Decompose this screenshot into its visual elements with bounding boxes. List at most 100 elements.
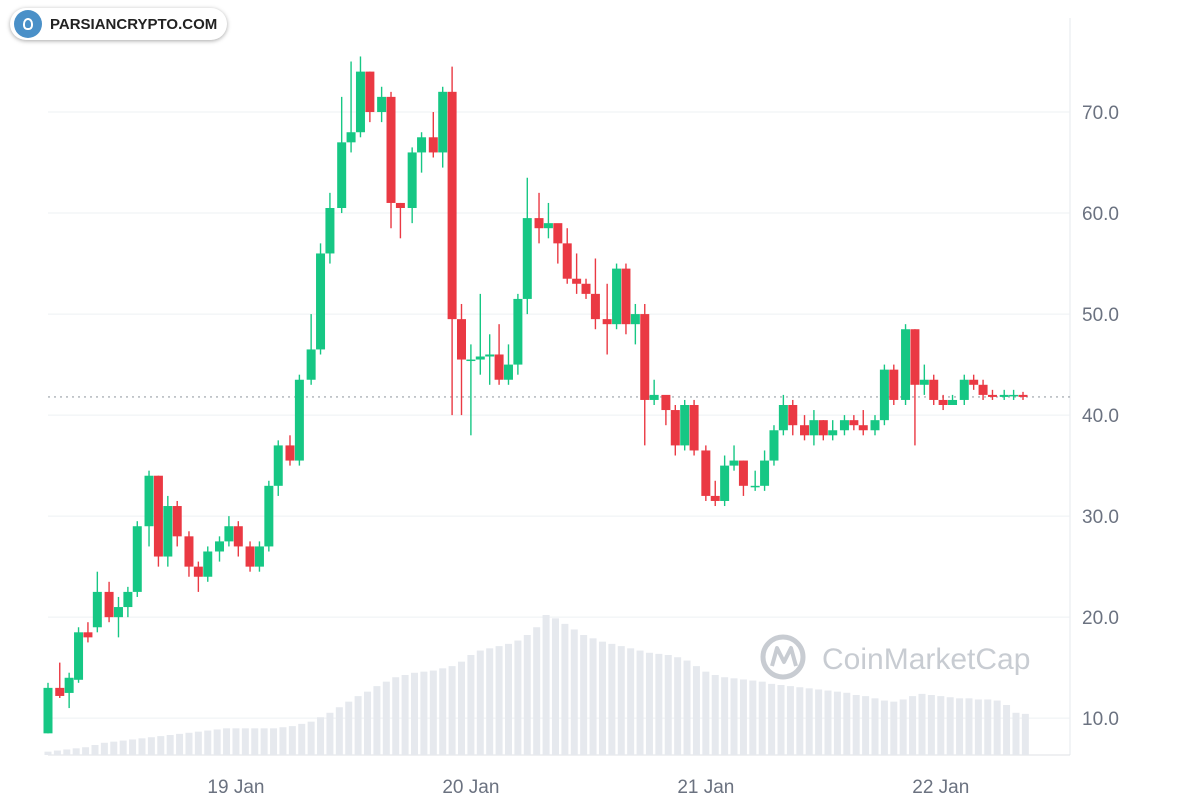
candle — [153, 475, 163, 567]
candle-body — [987, 394, 997, 397]
volume-bar — [523, 635, 531, 755]
candle — [224, 516, 234, 547]
y-tick-label: 30.0 — [1082, 507, 1119, 528]
volume-bar — [326, 712, 334, 755]
volume-bar — [580, 635, 588, 755]
volume-bar — [91, 745, 99, 755]
candle — [203, 546, 213, 582]
volume-bar — [730, 678, 738, 755]
candle — [701, 445, 711, 501]
candle — [809, 410, 819, 446]
candle — [294, 374, 304, 466]
candle-body — [849, 420, 859, 426]
volume-bar — [561, 623, 569, 755]
volume-bar — [232, 728, 240, 755]
coinmarketcap-logo-icon — [760, 634, 806, 680]
candle-body — [778, 405, 788, 431]
candle — [428, 112, 438, 158]
volume-bar — [335, 707, 343, 755]
candle — [661, 394, 671, 426]
candle-body — [738, 460, 748, 486]
candle-body — [485, 354, 495, 357]
volume-bar — [786, 686, 794, 755]
volume-bar — [918, 693, 926, 755]
candle-body — [710, 495, 720, 501]
candle-body — [729, 460, 739, 466]
candle-body — [377, 96, 387, 113]
x-tick-label: 21 Jan — [677, 777, 734, 798]
candle-body — [123, 591, 133, 608]
candle — [729, 445, 739, 471]
volume-bars — [44, 615, 1029, 755]
y-tick-label: 50.0 — [1082, 305, 1119, 326]
candle — [879, 364, 889, 426]
candle-body — [104, 591, 114, 618]
candle — [417, 132, 427, 173]
candle — [602, 283, 612, 355]
candle — [938, 394, 948, 411]
candle-body — [113, 607, 123, 618]
candle-body — [83, 632, 93, 638]
volume-bar — [63, 749, 71, 755]
volume-bar — [890, 701, 898, 755]
candle-body — [630, 314, 640, 325]
volume-bar — [157, 736, 165, 755]
volume-bar — [194, 731, 202, 755]
candle-body — [769, 430, 779, 461]
candle — [163, 495, 173, 567]
volume-bar — [223, 728, 231, 755]
volume-bar — [692, 666, 700, 755]
candle — [346, 61, 356, 153]
volume-bar — [53, 750, 61, 755]
candle — [680, 399, 690, 451]
candle-body — [428, 137, 438, 153]
candle-body — [264, 485, 274, 547]
candle — [172, 500, 182, 547]
volume-bar — [439, 668, 447, 755]
candle-body — [438, 91, 448, 153]
candle — [543, 202, 553, 239]
volume-bar — [702, 671, 710, 755]
candle-body — [355, 71, 365, 133]
volume-bar — [862, 696, 870, 755]
volume-bar — [768, 683, 776, 755]
candle — [233, 521, 243, 557]
volume-bar — [44, 751, 52, 755]
volume-bar — [824, 690, 832, 755]
candle — [689, 399, 699, 456]
candle-body — [999, 394, 1009, 397]
candle — [43, 682, 53, 734]
candle-body — [978, 384, 988, 395]
volume-bar — [533, 627, 541, 755]
volume-bar — [899, 699, 907, 755]
candle-body — [1009, 394, 1019, 397]
candle-body — [612, 268, 622, 325]
candle — [621, 263, 631, 335]
volume-bar — [683, 660, 691, 755]
site-badge[interactable]: PARSIANCRYPTO.COM — [10, 8, 228, 40]
volume-bar — [974, 699, 982, 755]
y-tick-label: 70.0 — [1082, 103, 1119, 124]
candle — [710, 480, 720, 507]
candle-body — [365, 71, 375, 113]
x-tick-label: 22 Jan — [912, 777, 969, 798]
x-tick-label: 20 Jan — [442, 777, 499, 798]
candle — [630, 303, 640, 345]
candle — [104, 581, 114, 623]
candle-body — [74, 632, 84, 680]
candle — [562, 228, 572, 284]
candle — [144, 470, 154, 547]
volume-bar — [213, 729, 221, 755]
volume-bar — [833, 691, 841, 755]
x-axis: 19 Jan 20 Jan 21 Jan 22 Jan — [207, 777, 969, 798]
candle-body — [879, 369, 889, 421]
candle — [1018, 391, 1028, 400]
volume-bar — [373, 686, 381, 755]
candle — [1009, 389, 1019, 400]
y-tick-label: 40.0 — [1082, 406, 1119, 427]
volume-bar — [617, 646, 625, 755]
candle-body — [1018, 394, 1028, 397]
volume-bar — [382, 681, 390, 755]
volume-bar — [457, 661, 465, 755]
volume-bar — [880, 700, 888, 755]
